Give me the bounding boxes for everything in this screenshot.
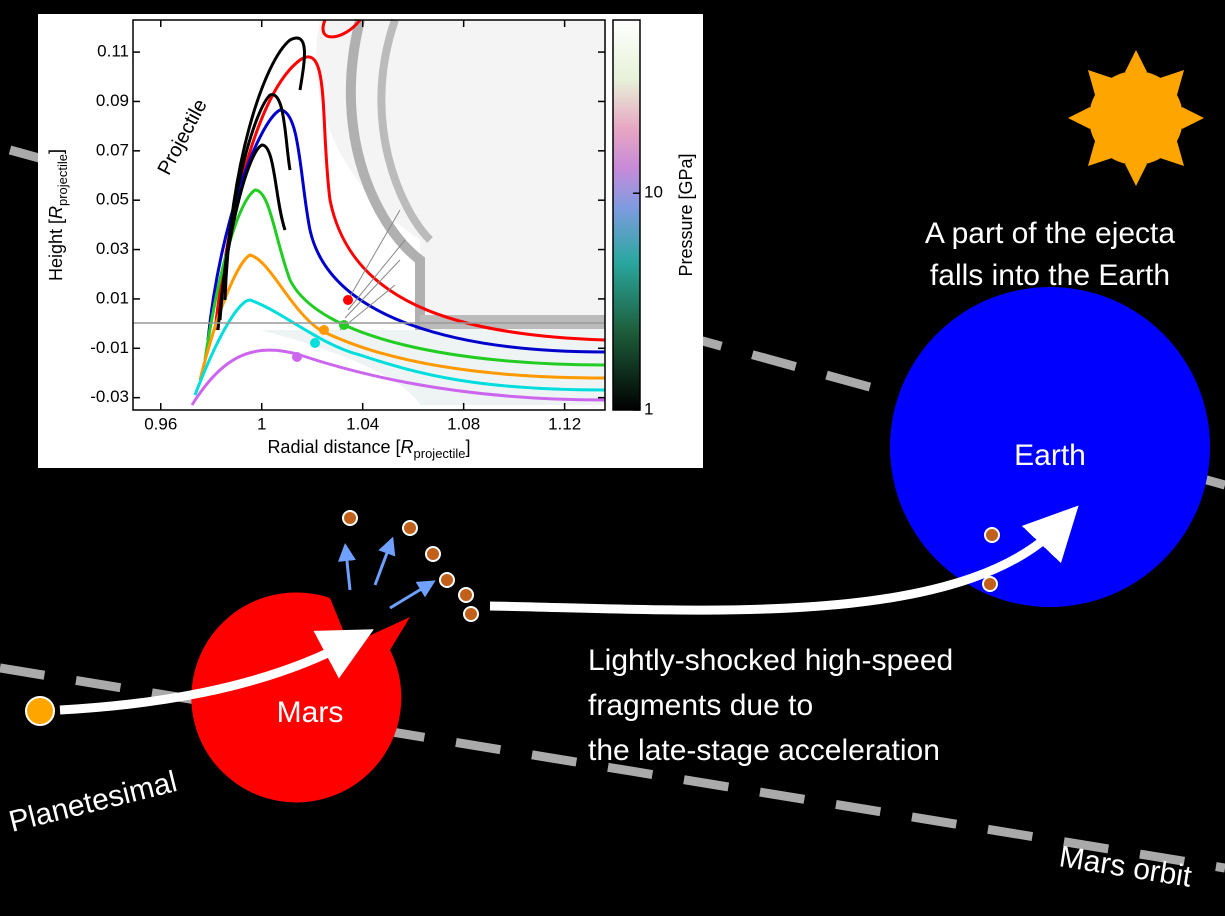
fragments xyxy=(343,511,999,621)
x-axis-label-subscript: projectile xyxy=(414,446,466,461)
ejecta-label: A part of the ejecta xyxy=(925,217,1175,250)
x-axis-label-symbol: R xyxy=(401,437,414,457)
sun xyxy=(1068,50,1204,186)
x-tick-label: 1.12 xyxy=(548,414,581,433)
page: {"inset_plot": { "projectile_label": "Pr… xyxy=(0,0,1225,916)
x-axis-label-text: Radial distance [ xyxy=(267,437,400,457)
fragments-label: the late-stage acceleration xyxy=(588,734,940,767)
y-tick-label: 0.07 xyxy=(96,140,129,159)
y-axis-label-text: Height [ xyxy=(46,219,66,281)
x-tick-label: 1.08 xyxy=(447,414,480,433)
y-tick-label: -0.03 xyxy=(90,387,129,406)
ejecta-label: falls into the Earth xyxy=(930,259,1170,292)
planetesimal xyxy=(26,697,54,725)
colorbar-label: Pressure [GPa] xyxy=(676,153,696,276)
colorbar xyxy=(613,20,640,410)
y-tick-label: 0.01 xyxy=(96,288,129,307)
x-tick-label: 1 xyxy=(257,414,266,433)
mars-label: Mars xyxy=(277,696,344,729)
y-tick-label: 0.05 xyxy=(96,190,129,209)
fragments-label: fragments due to xyxy=(588,689,813,722)
x-tick-label: 1.04 xyxy=(346,414,379,433)
mars-orbit-label: Mars orbit xyxy=(1057,840,1195,894)
fragments-label: Lightly-shocked high-speed xyxy=(588,644,953,677)
y-axis-label-symbol: R xyxy=(46,206,66,219)
y-tick-label: 0.09 xyxy=(96,91,129,110)
planetesimal-label: Planetesimal xyxy=(6,765,181,839)
colorbar-tick-label: 1 xyxy=(644,399,653,418)
colorbar-tick-label: 10 xyxy=(644,183,663,202)
ejecta-arrows xyxy=(346,545,428,608)
y-axis-label-subscript: projectile xyxy=(55,154,70,206)
inset-plot: Projectile Radial distance [Rprojectile]… xyxy=(38,14,703,468)
y-axis-label-close: ] xyxy=(46,149,66,154)
y-tick-label: -0.01 xyxy=(90,338,129,357)
y-tick-label: 0.03 xyxy=(96,239,129,258)
x-tick-label: 0.96 xyxy=(144,414,177,433)
earth-label: Earth xyxy=(1014,439,1086,472)
y-tick-label: 0.11 xyxy=(97,42,129,61)
scene: A part of the ejecta falls into the Eart… xyxy=(0,0,1225,916)
x-axis-label-close: ] xyxy=(466,437,471,457)
